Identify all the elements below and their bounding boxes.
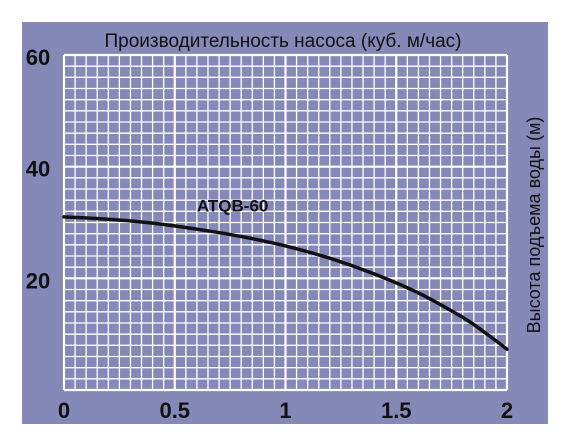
x-tick-label: 1 xyxy=(279,398,291,423)
y-tick-label: 60 xyxy=(26,45,50,70)
series-line-atqb-60 xyxy=(62,215,509,351)
x-tick-label: 0.5 xyxy=(159,398,190,423)
series-label-atqb-60: ATQB-60 xyxy=(197,196,268,215)
x-tick-labels: 0 0.5 1 1.5 2 xyxy=(58,398,513,423)
x-tick-label: 0 xyxy=(58,398,70,423)
chart-title: Производительность насоса (куб. м/час) xyxy=(104,31,461,52)
x-tick-label: 2 xyxy=(501,398,513,423)
y-axis-label: Высота подъема воды (м) xyxy=(524,117,544,334)
x-tick-label: 1.5 xyxy=(381,398,412,423)
grid-layer xyxy=(62,53,509,392)
y-tick-labels: 20 40 60 xyxy=(26,45,50,293)
y-tick-label: 20 xyxy=(26,268,50,293)
y-tick-label: 40 xyxy=(26,157,50,182)
